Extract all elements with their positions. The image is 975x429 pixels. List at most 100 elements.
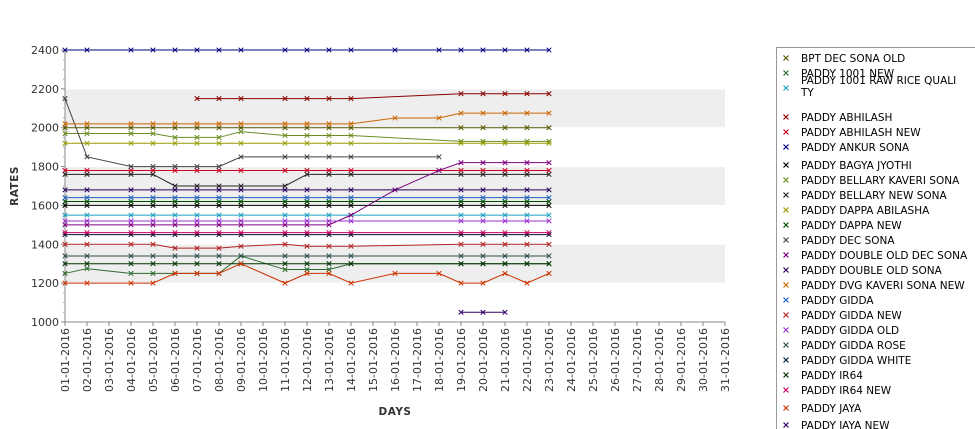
data-point [172,140,178,146]
legend-item: PADDY DAPPA NEW [783,220,902,232]
x-tick-label: 22-01-2016 [521,328,534,392]
data-point [172,212,178,218]
data-point [194,95,200,102]
series-layer [62,47,552,315]
x-tick-label: 21-01-2016 [499,328,512,392]
data-point [304,261,310,267]
data-point [348,229,354,236]
data-point [546,47,552,53]
x-tick-label: 02-01-2016 [81,328,94,392]
series [194,91,552,102]
data-point [348,253,354,259]
data-point [524,280,530,286]
data-point [502,47,508,53]
data-point [282,183,288,189]
legend-item: PADDY BELLARY KAVERI SONA [783,175,960,187]
legend-label: PADDY IR64 [801,370,863,382]
legend-label: PADDY GIDDA OLD [801,325,899,337]
data-point [282,132,288,139]
data-point [172,134,178,141]
data-point [282,212,288,218]
series-line [197,93,549,100]
data-point [128,195,134,201]
data-point [84,187,90,193]
data-point [216,47,222,53]
series [62,253,552,259]
data-point [502,125,508,131]
data-point [128,198,134,205]
legend-marker [783,342,789,348]
x-tick-label: 18-01-2016 [433,328,446,392]
data-point [150,121,156,127]
series [62,198,552,205]
data-point [84,154,90,160]
data-point [546,195,552,201]
data-point [282,253,288,259]
data-point [326,222,332,228]
data-point [216,212,222,218]
legend-marker [783,327,789,333]
data-point [502,212,508,218]
data-point [84,280,90,286]
data-point [546,261,552,267]
data-point [62,121,68,127]
data-point [458,253,464,259]
data-point [524,110,530,116]
data-point [216,202,222,209]
legend-item: PADDY IR64 NEW [783,385,892,397]
data-point [502,160,508,166]
data-point [480,212,486,218]
data-point [524,261,530,267]
legend-item: PADDY GIDDA ROSE [783,340,906,352]
legend-marker [783,114,789,120]
data-point [238,195,244,201]
series [62,125,552,131]
data-point [458,218,464,224]
data-point [546,140,552,146]
legend-label: PADDY ABHILASH NEW [801,127,921,139]
data-point [62,187,68,193]
data-point [304,212,310,218]
data-point [216,125,222,131]
legend-label: PADDY DOUBLE OLD DEC SONA [801,250,968,262]
data-point [128,241,134,247]
data-point [524,202,530,209]
legend-marker [783,144,789,150]
data-point [326,167,332,174]
data-point [238,167,244,174]
data-point [282,121,288,127]
data-point [524,91,530,97]
data-point [524,47,530,53]
data-point [326,187,332,193]
legend-label: PADDY BELLARY NEW SONA [801,190,948,202]
data-point [216,270,222,277]
data-point [216,140,222,146]
series [62,95,442,170]
data-point [238,261,244,267]
data-point [524,229,530,236]
data-point [392,270,398,277]
data-point [216,229,222,236]
data-point [62,229,68,236]
legend-marker [783,207,789,213]
x-tick-label: 10-01-2016 [257,328,270,392]
x-tick-label: 05-01-2016 [147,328,160,392]
y-axis-title: RATES [9,166,21,206]
data-point [194,183,200,189]
series [62,171,552,189]
data-point [172,270,178,277]
data-point [436,167,442,174]
data-point [546,160,552,166]
data-point [458,229,464,236]
legend-label: PADDY DOUBLE OLD SONA [801,265,943,277]
data-point [62,253,68,259]
legend-item: PADDY ABHILASH NEW [783,127,921,139]
data-point [84,218,90,224]
data-point [458,241,464,247]
legend-marker [783,387,789,393]
data-point [502,270,508,277]
data-point [128,218,134,224]
x-tick-label: 04-01-2016 [125,328,138,392]
series-line [65,131,549,142]
data-point [238,95,244,102]
